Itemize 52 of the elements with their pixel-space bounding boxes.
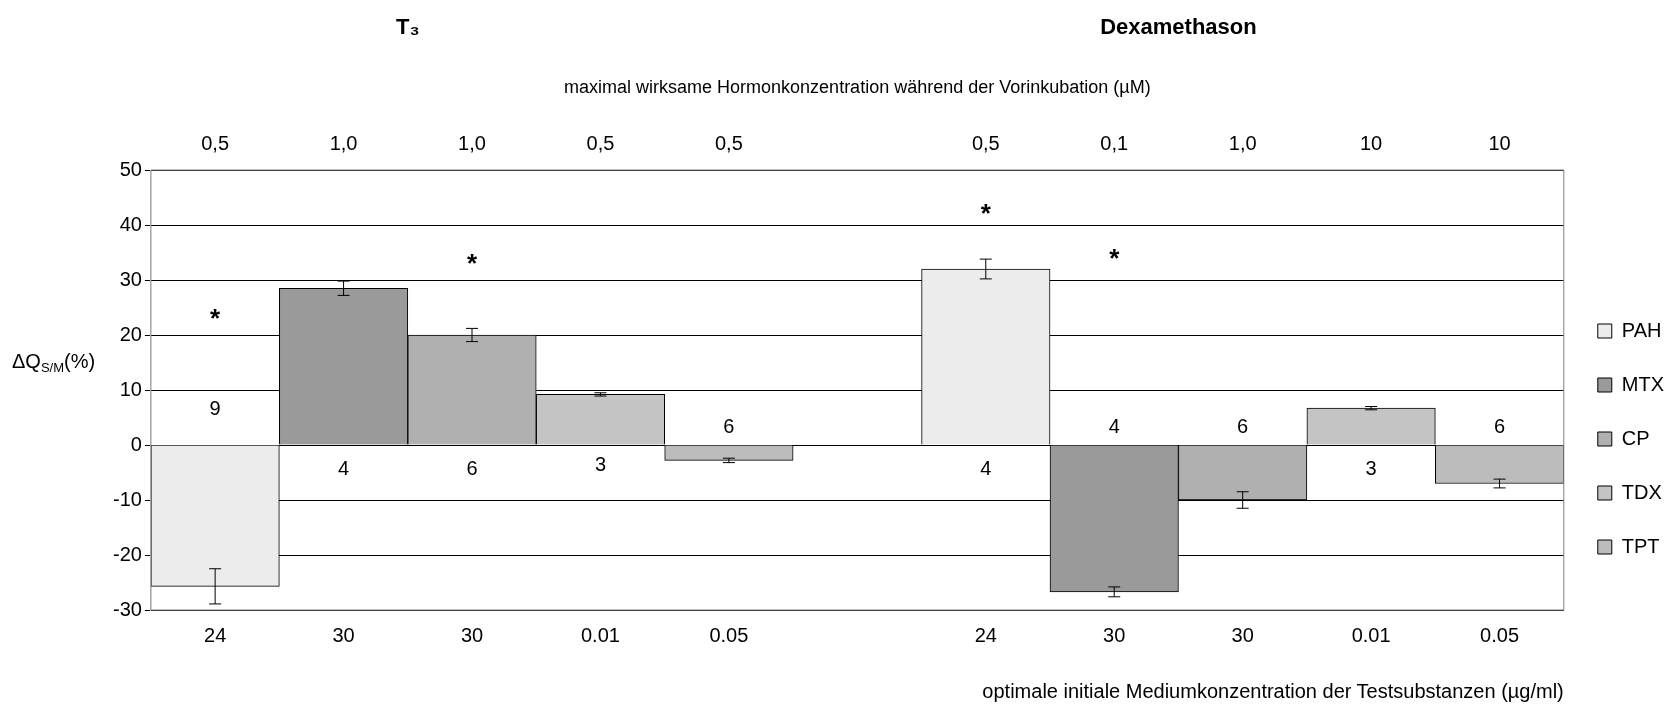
text: 0,5 xyxy=(586,131,615,154)
text: 1,0 xyxy=(329,131,358,154)
annotation: 6 xyxy=(1237,414,1249,437)
y-tick-label: 20 xyxy=(119,322,142,345)
text: 0,1 xyxy=(1100,131,1129,154)
legend-label: TDX xyxy=(1621,480,1662,503)
annotation: 4 xyxy=(980,456,992,479)
y-tick-label: -20 xyxy=(113,542,142,565)
y-tick-label: 50 xyxy=(119,157,142,180)
y-tick-label: 40 xyxy=(119,212,142,235)
x-tick-label: 30 xyxy=(1103,623,1126,646)
y-tick-label: -10 xyxy=(113,487,142,510)
x-tick-label: 30 xyxy=(1231,623,1254,646)
annotation: * xyxy=(980,198,992,229)
legend-label: PAH xyxy=(1621,318,1662,341)
legend-label: MTX xyxy=(1621,372,1664,395)
x-tick-label: 0.05 xyxy=(1480,623,1520,646)
text: 0,5 xyxy=(715,131,743,154)
annotation: 6 xyxy=(466,456,478,479)
text: 10 xyxy=(1359,131,1383,154)
legend-label: CP xyxy=(1621,426,1650,449)
x-tick-label: 24 xyxy=(974,623,997,646)
annotation: * xyxy=(210,303,222,334)
legend-label: TPT xyxy=(1621,534,1660,557)
x-tick-label: 30 xyxy=(460,623,484,646)
x-tick-label: 0.01 xyxy=(580,623,620,646)
annotation: 3 xyxy=(1365,456,1377,479)
text: 0,5 xyxy=(971,131,1000,154)
y-tick-label: 30 xyxy=(119,267,142,290)
chart-subtitle: maximal wirksame Hormonkonzentration während der Vorinkubation (µM) xyxy=(564,76,1151,97)
annotation: 6 xyxy=(1494,414,1506,437)
y-tick-label: 10 xyxy=(119,377,142,400)
text: 0,5 xyxy=(201,131,230,154)
x-tick-label: 0.05 xyxy=(709,623,749,646)
x-axis-title: optimale initiale Mediumkonzentration der Testsubstanzen (µg/ml) xyxy=(982,679,1564,702)
annotation: 4 xyxy=(1108,414,1120,437)
text: 1,0 xyxy=(458,131,486,154)
text: 10 xyxy=(1488,131,1511,154)
y-tick-label: -30 xyxy=(113,597,142,620)
y-tick-label: 0 xyxy=(130,432,142,455)
x-tick-label: 24 xyxy=(204,623,227,646)
annotation: * xyxy=(1109,243,1121,274)
annotation: * xyxy=(466,248,478,279)
annotation: 4 xyxy=(338,456,350,479)
annotation: 3 xyxy=(594,452,607,475)
text: T₃ xyxy=(395,14,420,40)
text: Dexamethason xyxy=(1100,14,1257,40)
x-tick-label: 30 xyxy=(332,623,355,646)
text: 1,0 xyxy=(1228,131,1257,154)
annotation: 6 xyxy=(723,414,735,437)
x-tick-label: 0.01 xyxy=(1351,623,1391,646)
annotation: 9 xyxy=(209,396,221,419)
